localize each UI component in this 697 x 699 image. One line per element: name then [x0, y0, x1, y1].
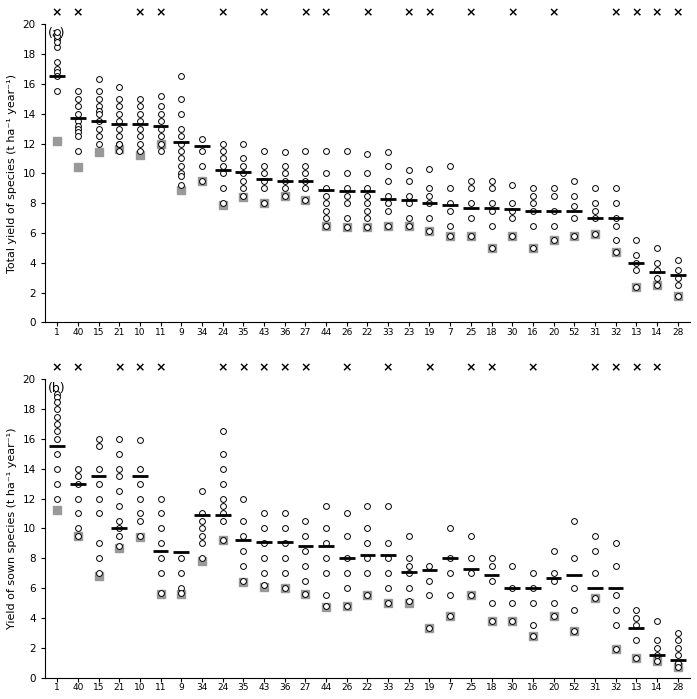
Text: (a): (a)	[48, 27, 66, 41]
Text: ×: ×	[135, 361, 145, 374]
Text: ×: ×	[135, 6, 145, 19]
Text: ×: ×	[404, 6, 414, 19]
Text: ×: ×	[72, 6, 83, 19]
Text: ×: ×	[631, 6, 641, 19]
Text: ×: ×	[466, 6, 476, 19]
Text: ×: ×	[300, 6, 311, 19]
Text: ×: ×	[466, 361, 476, 374]
Text: ×: ×	[342, 361, 352, 374]
Text: ×: ×	[321, 6, 331, 19]
Text: ×: ×	[362, 6, 373, 19]
Text: ×: ×	[52, 6, 63, 19]
Text: ×: ×	[259, 6, 269, 19]
Text: ×: ×	[673, 6, 683, 19]
Text: ×: ×	[72, 361, 83, 374]
Text: ×: ×	[300, 361, 311, 374]
Text: ×: ×	[549, 6, 559, 19]
Text: ×: ×	[155, 361, 166, 374]
Text: ×: ×	[52, 361, 63, 374]
Text: ×: ×	[507, 6, 517, 19]
Text: (b): (b)	[48, 382, 66, 395]
Text: ×: ×	[217, 6, 228, 19]
Text: ×: ×	[217, 361, 228, 374]
Text: ×: ×	[383, 361, 393, 374]
Text: ×: ×	[652, 6, 662, 19]
Text: ×: ×	[631, 361, 641, 374]
Text: ×: ×	[528, 361, 538, 374]
Y-axis label: Yield of sown species (t ha⁻¹ year⁻¹): Yield of sown species (t ha⁻¹ year⁻¹)	[7, 428, 17, 629]
Text: ×: ×	[590, 361, 600, 374]
Text: ×: ×	[424, 361, 435, 374]
Text: ×: ×	[238, 361, 249, 374]
Text: ×: ×	[155, 6, 166, 19]
Text: ×: ×	[487, 361, 497, 374]
Text: ×: ×	[114, 361, 125, 374]
Text: ×: ×	[424, 6, 435, 19]
Text: ×: ×	[611, 6, 621, 19]
Text: ×: ×	[259, 361, 269, 374]
Text: ×: ×	[611, 361, 621, 374]
Text: ×: ×	[279, 361, 290, 374]
Text: ×: ×	[652, 361, 662, 374]
Y-axis label: Total yield of species (t ha⁻¹ year⁻¹): Total yield of species (t ha⁻¹ year⁻¹)	[7, 74, 17, 273]
